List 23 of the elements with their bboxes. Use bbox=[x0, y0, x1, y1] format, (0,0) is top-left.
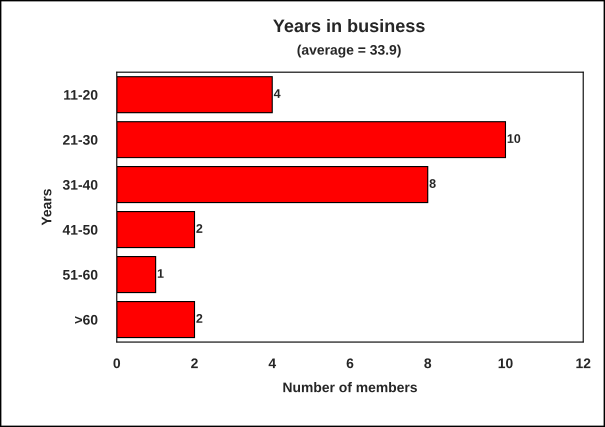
y-tick-label: 31-40 bbox=[62, 180, 98, 190]
y-tick-label: 21-30 bbox=[62, 134, 98, 145]
data-label: 1 bbox=[158, 269, 164, 278]
y-tick-label: 51-60 bbox=[62, 270, 98, 280]
y-tick-label: >60 bbox=[75, 314, 98, 325]
data-label: 2 bbox=[196, 314, 202, 323]
data-label: 10 bbox=[508, 134, 520, 143]
x-tick-label: 2 bbox=[191, 358, 198, 368]
x-tick-label: 12 bbox=[576, 358, 590, 368]
x-tick-label: 0 bbox=[113, 358, 120, 368]
data-label: 4 bbox=[274, 89, 281, 98]
x-tick-label: 8 bbox=[424, 358, 432, 368]
x-tick-label: 10 bbox=[498, 358, 513, 368]
x-axis-title: Number of members bbox=[283, 382, 417, 392]
x-tick-label: 6 bbox=[346, 358, 354, 368]
data-label: 8 bbox=[430, 179, 436, 188]
chart-subtitle: (average = 33.9) bbox=[297, 44, 401, 58]
y-axis-title: Years bbox=[42, 189, 52, 226]
y-tick-label: 41-50 bbox=[62, 224, 98, 235]
y-tick-label: 11-20 bbox=[64, 90, 98, 100]
x-tick-label: 4 bbox=[268, 358, 276, 368]
data-label: 2 bbox=[196, 224, 202, 233]
chart-title: Years in business bbox=[273, 18, 425, 32]
